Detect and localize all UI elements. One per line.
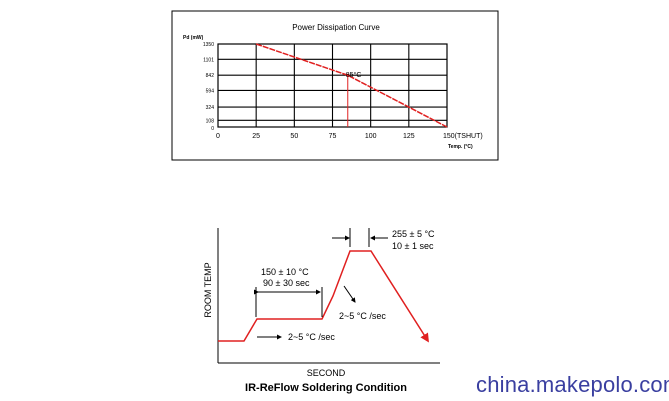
y-tick-label: 1101 xyxy=(203,57,214,63)
x-tick-label: 25 xyxy=(252,133,260,140)
chart-frame xyxy=(171,10,499,161)
ramp-up-label: 2~5 °C /sec xyxy=(288,332,335,342)
x-tick-label: 150(TSHUT) xyxy=(443,133,483,140)
x-axis-label: SECOND xyxy=(307,368,346,378)
chart-title: IR-ReFlow Soldering Condition xyxy=(245,382,407,394)
annotation-label: 85°C xyxy=(346,71,362,79)
tick-labels: 0 25 50 75 100 125 150(TSHUT) 1350 1101 842 594 324… xyxy=(203,42,483,140)
reflow-profile-line xyxy=(218,250,429,343)
y-tick-label: 1350 xyxy=(203,42,214,48)
annotation-point xyxy=(346,73,350,77)
ramp-down-label: 2~5 °C /sec xyxy=(339,311,386,321)
x-axis-label: Temp. (°C) xyxy=(448,144,473,150)
y-tick-label: 324 xyxy=(206,105,215,111)
y-tick-label: 594 xyxy=(206,88,215,94)
x-tick-label: 0 xyxy=(216,133,220,140)
soak-time-label: 90 ± 30 sec xyxy=(263,278,310,288)
ramp-down-arrow xyxy=(343,285,356,303)
y-axis-label: Pd (mW) xyxy=(183,35,204,41)
x-tick-label: 75 xyxy=(329,133,337,140)
grid xyxy=(217,43,448,128)
y-tick-label: 108 xyxy=(206,118,215,124)
x-tick-label: 125 xyxy=(403,133,415,140)
x-tick-label: 50 xyxy=(290,133,298,140)
x-tick-label: 100 xyxy=(365,133,377,140)
power-dissipation-chart: Power Dissipation Curve Pd (mW) Temp. (°… xyxy=(171,10,499,161)
y-tick-label: 0 xyxy=(211,126,214,132)
y-axis-label: ROOM TEMP xyxy=(203,262,213,317)
soak-temp-label: 150 ± 10 °C xyxy=(261,267,309,277)
annotation: 85°C xyxy=(346,71,362,127)
watermark-text: china.makepolo.com xyxy=(476,372,669,397)
y-tick-label: 842 xyxy=(206,73,215,79)
chart-title: Power Dissipation Curve xyxy=(292,23,380,32)
peak-temp-label: 255 ± 5 °C xyxy=(392,229,435,239)
peak-time-label: 10 ± 1 sec xyxy=(392,241,434,251)
